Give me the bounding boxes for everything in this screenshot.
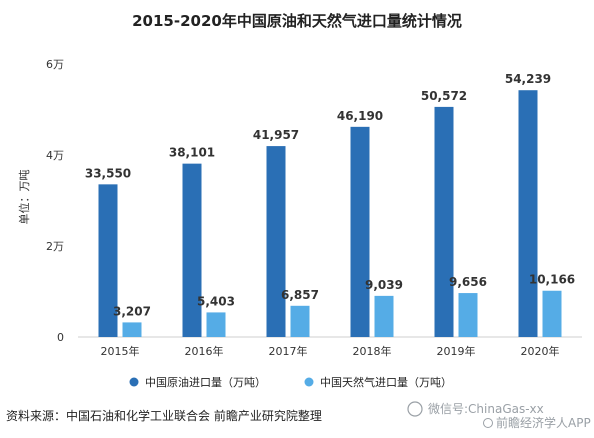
natural-gas-value-label: 3,207: [113, 304, 151, 318]
natural-gas-value-label: 9,656: [449, 275, 487, 289]
app-logo-icon: [483, 418, 493, 428]
natural-gas-value-label: 10,166: [529, 273, 575, 287]
y-tick-label: 0: [57, 331, 64, 344]
crude-oil-value-label: 54,239: [505, 72, 551, 86]
legend-label-natural-gas: 中国天然气进口量（万吨）: [320, 375, 452, 389]
chart-title: 2015-2020年中国原油和天然气进口量统计情况: [132, 12, 462, 30]
crude-oil-bar: [350, 126, 370, 337]
legend: 中国原油进口量（万吨） 中国天然气进口量（万吨）: [129, 375, 452, 389]
x-tick-label: 2020年: [521, 344, 560, 358]
natural-gas-bar: [542, 290, 562, 337]
data-labels: 33,550 3,207 38,101 5,403 41,957 6,857 46,190 9…: [85, 72, 575, 318]
x-axis: 2015年 2016年 2017年 2018年 2019年 2020年: [101, 344, 560, 358]
x-tick-label: 2015年: [101, 344, 140, 358]
y-tick-label: 2万: [46, 240, 64, 253]
x-tick-label: 2016年: [185, 344, 224, 358]
y-axis: 0 2万 4万 6万: [46, 58, 64, 344]
crude-oil-value-label: 41,957: [253, 128, 299, 142]
crude-oil-bar: [182, 163, 202, 337]
x-tick-label: 2019年: [437, 344, 476, 358]
source-note: 资料来源：中国石油和化学工业联合会 前瞻产业研究院整理: [6, 408, 322, 423]
natural-gas-value-label: 5,403: [197, 294, 235, 308]
crude-oil-value-label: 50,572: [421, 89, 467, 103]
y-axis-label: 单位：万吨: [17, 170, 31, 225]
crude-oil-bar: [266, 146, 286, 337]
legend-marker-natural-gas: [304, 377, 314, 387]
app-watermark: 前瞻经济学人APP: [483, 415, 591, 430]
crude-oil-bar: [518, 90, 538, 337]
natural-gas-bar: [122, 322, 142, 337]
crude-oil-value-label: 33,550: [85, 166, 131, 180]
legend-label-crude-oil: 中国原油进口量（万吨）: [145, 375, 266, 389]
crude-oil-value-label: 46,190: [337, 109, 383, 123]
natural-gas-bar: [206, 312, 226, 337]
crude-oil-bar: [434, 106, 454, 337]
natural-gas-bar: [458, 293, 478, 337]
natural-gas-value-label: 9,039: [365, 278, 403, 292]
x-tick-label: 2018年: [353, 344, 392, 358]
app-name: 前瞻经济学人APP: [496, 415, 591, 430]
wechat-icon: [407, 401, 423, 417]
natural-gas-bar: [290, 305, 310, 337]
crude-oil-value-label: 38,101: [169, 146, 215, 160]
wechat-id: 微信号:ChinaGas-xx: [428, 402, 544, 416]
y-tick-label: 4万: [46, 149, 64, 162]
crude-oil-bar: [98, 184, 118, 337]
legend-marker-crude-oil: [129, 377, 139, 387]
x-tick-label: 2017年: [269, 344, 308, 358]
y-tick-label: 6万: [46, 58, 64, 71]
natural-gas-bar: [374, 295, 394, 337]
natural-gas-value-label: 6,857: [281, 288, 319, 302]
bars: [98, 90, 562, 337]
wechat-watermark: 微信号:ChinaGas-xx: [407, 401, 544, 417]
